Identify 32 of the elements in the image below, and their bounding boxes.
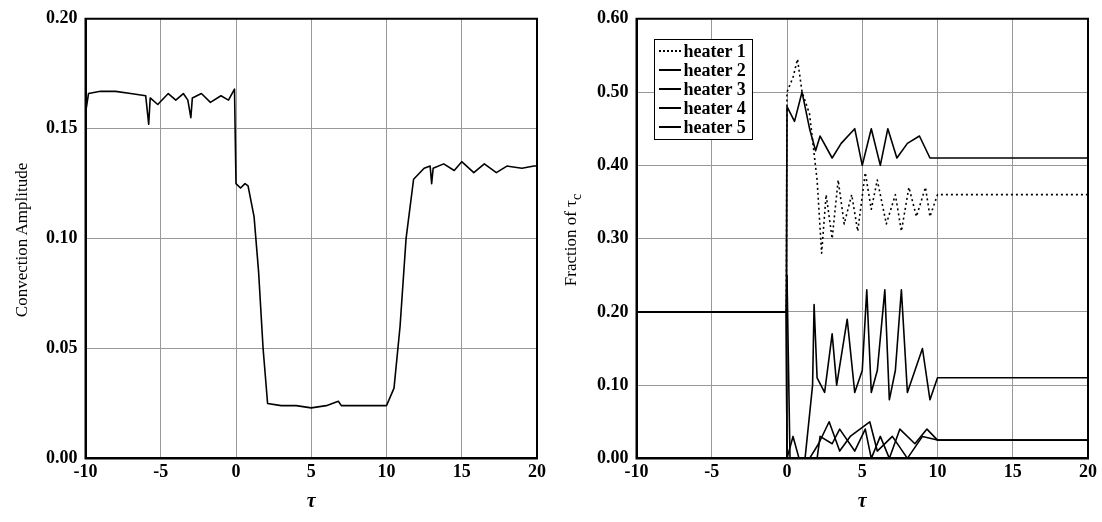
legend-label: heater 4 <box>683 97 746 118</box>
x-tick-label: 10 <box>928 460 947 481</box>
x-axis-title: τ <box>857 489 868 512</box>
y-axis-title: Convection Amplitude <box>12 162 32 318</box>
y-tick-label: 0.60 <box>597 7 629 28</box>
y-tick-label: 0.10 <box>46 227 78 248</box>
y-tick-label: 0.00 <box>597 447 629 468</box>
x-tick-label: 5 <box>306 460 316 481</box>
y-tick-label: 0.10 <box>597 373 629 394</box>
y-tick-label: 0.20 <box>597 300 629 321</box>
x-tick-label: 5 <box>857 460 867 481</box>
y-tick-label: 0.30 <box>597 227 629 248</box>
x-tick-label: 0 <box>231 460 241 481</box>
x-tick-label: 10 <box>377 460 396 481</box>
y-tick-label: 0.20 <box>46 7 78 28</box>
y-tick-label: 0.50 <box>597 80 629 101</box>
legend-label: heater 1 <box>683 40 746 61</box>
y-tick-label: 0.40 <box>597 153 629 174</box>
legend-label: heater 2 <box>683 59 746 80</box>
legend-label: heater 5 <box>683 116 746 137</box>
x-tick-label: 20 <box>528 460 546 481</box>
x-tick-label: -5 <box>153 460 169 481</box>
x-axis-title: τ <box>306 489 317 512</box>
y-tick-label: 0.15 <box>46 117 78 138</box>
legend-label: heater 3 <box>683 78 746 99</box>
x-tick-label: 20 <box>1079 460 1097 481</box>
x-tick-label: 15 <box>452 460 471 481</box>
x-tick-label: 15 <box>1003 460 1022 481</box>
y-tick-label: 0.05 <box>46 337 78 358</box>
y-tick-label: 0.00 <box>46 447 78 468</box>
x-tick-label: 0 <box>782 460 792 481</box>
x-tick-label: -5 <box>704 460 720 481</box>
